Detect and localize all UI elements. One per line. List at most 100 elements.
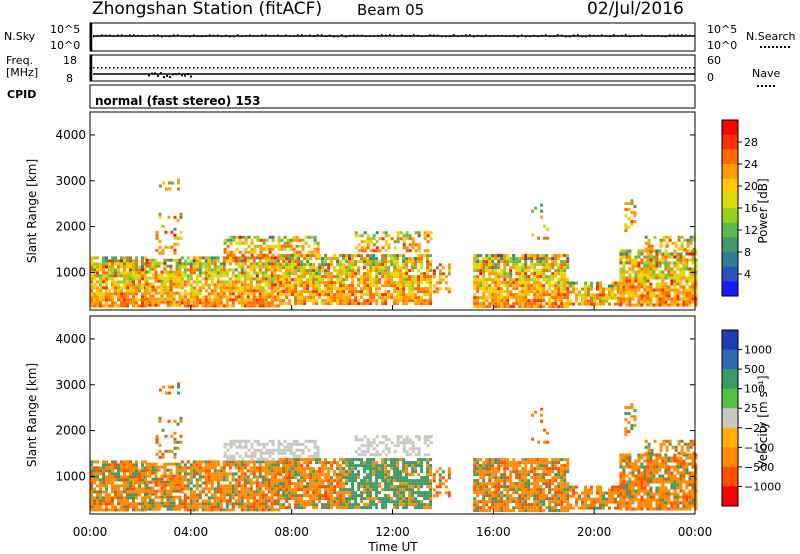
velocity-cell xyxy=(270,505,274,509)
velocity-cell xyxy=(372,482,376,486)
velocity-cell xyxy=(114,463,117,467)
power-cell xyxy=(405,281,409,285)
velocity-cell xyxy=(345,497,349,501)
nave-dot xyxy=(273,67,275,69)
power-cell xyxy=(312,269,316,273)
velocity-cell xyxy=(369,473,373,477)
power-cell xyxy=(216,301,220,305)
power-cell xyxy=(148,264,152,268)
velocity-cell xyxy=(363,485,367,489)
power-cell xyxy=(366,278,370,282)
power-cell xyxy=(327,296,331,300)
power-cell xyxy=(533,299,537,303)
velocity-cell xyxy=(192,502,196,506)
velocity-cell xyxy=(93,478,96,482)
velocity-cell xyxy=(267,463,271,467)
velocity-cell xyxy=(288,503,292,507)
power-cell xyxy=(665,235,669,239)
power-cell xyxy=(178,297,182,301)
power-cell xyxy=(201,304,205,308)
velocity-cell xyxy=(396,458,400,462)
power-cell xyxy=(241,241,245,245)
velocity-cell xyxy=(292,451,296,455)
power-cell xyxy=(207,301,211,305)
power-cell xyxy=(327,272,331,276)
power-cell xyxy=(543,236,547,240)
power-cell xyxy=(503,275,507,279)
velocity-cell xyxy=(96,469,99,473)
velocity-cell xyxy=(240,460,244,464)
power-cell xyxy=(96,280,99,284)
velocity-cell xyxy=(324,473,328,477)
power-cell xyxy=(614,293,617,297)
nave-dot xyxy=(333,67,335,69)
power-cell xyxy=(536,290,540,294)
velocity-cell xyxy=(354,500,358,504)
power-cell xyxy=(673,264,677,268)
velocity-cell xyxy=(288,488,292,492)
nsearch-dot xyxy=(609,35,611,38)
power-cell xyxy=(691,273,695,277)
power-cell xyxy=(482,299,486,303)
velocity-cell xyxy=(345,488,349,492)
power-cell xyxy=(539,290,543,294)
power-cell xyxy=(354,231,358,235)
power-cell xyxy=(372,278,376,282)
power-cell xyxy=(694,291,698,295)
power-cell xyxy=(384,296,388,300)
nave-dot xyxy=(205,67,207,69)
power-cell xyxy=(295,244,299,248)
velocity-cell xyxy=(402,494,406,498)
velocity-cell xyxy=(172,483,176,487)
power-cell xyxy=(204,277,208,281)
velocity-cell xyxy=(363,491,367,495)
power-cell xyxy=(333,287,337,291)
nsearch-dot xyxy=(525,35,527,38)
power-cell xyxy=(145,258,149,262)
velocity-cell xyxy=(166,498,170,502)
power-cell xyxy=(246,298,250,302)
power-cell xyxy=(249,262,253,266)
power-cell xyxy=(512,293,516,297)
power-cell xyxy=(384,281,388,285)
velocity-cell xyxy=(300,494,304,498)
velocity-cell xyxy=(276,493,280,497)
power-cell xyxy=(619,294,623,298)
velocity-cell xyxy=(226,448,230,452)
power-cell xyxy=(369,281,373,285)
velocity-cell xyxy=(312,458,316,462)
nsearch-dot xyxy=(129,34,131,36)
power-cell xyxy=(676,255,680,259)
velocity-cell xyxy=(369,476,373,480)
velocity-cell xyxy=(360,500,364,504)
velocity-cell xyxy=(166,462,170,466)
power-cell xyxy=(393,290,397,294)
power-cell xyxy=(285,290,289,294)
power-cell xyxy=(259,250,263,254)
velocity-cell xyxy=(357,470,361,474)
nave-dot xyxy=(221,67,223,69)
nsearch-dot xyxy=(673,34,675,36)
nsearch-dot xyxy=(417,34,419,37)
power-cell xyxy=(369,260,373,264)
power-cell xyxy=(108,292,111,296)
power-cell xyxy=(649,255,653,259)
power-cell xyxy=(175,282,179,286)
power-cell xyxy=(163,267,167,271)
velocity-cell xyxy=(258,493,262,497)
power-cell xyxy=(447,272,451,276)
power-cell xyxy=(151,267,155,271)
power-cell xyxy=(228,304,232,308)
power-cell xyxy=(268,250,272,254)
power-cell xyxy=(342,299,346,303)
velocity-cell xyxy=(96,505,99,509)
nsearch-dot xyxy=(285,34,287,36)
power-cell xyxy=(166,264,170,268)
power-cell xyxy=(515,296,519,300)
power-cell xyxy=(324,269,328,273)
power-cell xyxy=(691,297,695,301)
power-cell xyxy=(393,257,397,261)
velocity-cell xyxy=(393,491,397,495)
power-cell xyxy=(530,287,534,291)
velocity-cell xyxy=(249,493,253,497)
